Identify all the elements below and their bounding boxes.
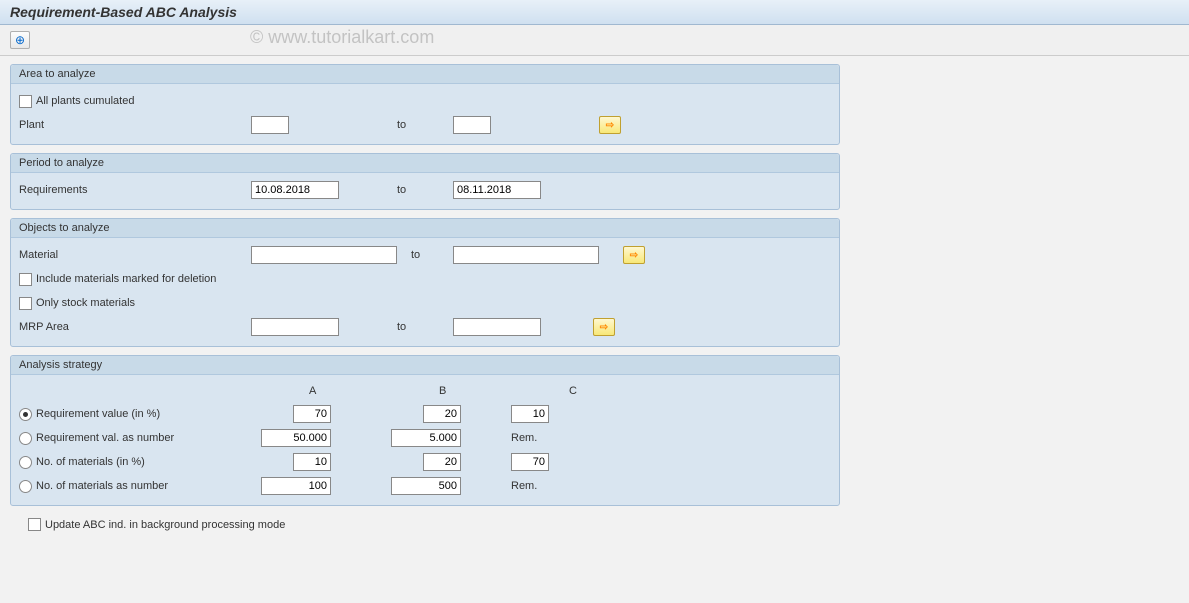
group-period-title: Period to analyze [11, 154, 839, 173]
arrow-right-icon: ⇨ [630, 250, 638, 261]
include-deletion-checkbox[interactable] [19, 273, 32, 286]
strategy-radio-2[interactable] [19, 456, 32, 469]
strategy-radio-0[interactable] [19, 408, 32, 421]
plant-to-label: to [397, 119, 406, 131]
material-to-input[interactable] [453, 246, 599, 264]
strategy-c-input[interactable] [511, 405, 549, 423]
col-header-b: B [439, 385, 569, 397]
footer-row: Update ABC ind. in background processing… [10, 518, 1179, 531]
group-strategy-title: Analysis strategy [11, 356, 839, 375]
strategy-a-input[interactable] [261, 477, 331, 495]
material-from-input[interactable] [251, 246, 397, 264]
strategy-radio-1[interactable] [19, 432, 32, 445]
group-strategy: Analysis strategy A B C Requirement valu… [10, 355, 840, 506]
group-objects: Objects to analyze Material to ⇨ Include… [10, 218, 840, 347]
group-area-title: Area to analyze [11, 65, 839, 84]
execute-button[interactable]: ⊕ [10, 31, 30, 49]
mrp-area-to-input[interactable] [453, 318, 541, 336]
mrp-area-from-input[interactable] [251, 318, 339, 336]
strategy-row: No. of materials as number Rem. [19, 475, 831, 497]
strategy-b-input[interactable] [391, 477, 461, 495]
strategy-radio-3[interactable] [19, 480, 32, 493]
plant-to-input[interactable] [453, 116, 491, 134]
col-header-a: A [309, 385, 439, 397]
material-label: Material [19, 249, 58, 261]
arrow-right-icon: ⇨ [606, 120, 614, 131]
mrp-area-to-label: to [397, 321, 406, 333]
requirements-to-input[interactable] [453, 181, 541, 199]
all-plants-label: All plants cumulated [36, 95, 134, 107]
requirements-from-input[interactable] [251, 181, 339, 199]
material-multiselect-button[interactable]: ⇨ [623, 246, 645, 264]
mrp-area-multiselect-button[interactable]: ⇨ [593, 318, 615, 336]
strategy-a-input[interactable] [293, 453, 331, 471]
strategy-b-input[interactable] [391, 429, 461, 447]
strategy-row: No. of materials (in %) [19, 451, 831, 473]
toolbar: ⊕ © www.tutorialkart.com [0, 25, 1189, 56]
execute-icon: ⊕ [15, 33, 25, 47]
arrow-right-icon: ⇨ [600, 322, 608, 333]
plant-multiselect-button[interactable]: ⇨ [599, 116, 621, 134]
content-area: Area to analyze All plants cumulated Pla… [0, 56, 1189, 539]
strategy-c-rem: Rem. [511, 432, 537, 444]
col-header-c: C [569, 385, 699, 397]
strategy-label: No. of materials (in %) [36, 456, 145, 468]
group-area: Area to analyze All plants cumulated Pla… [10, 64, 840, 145]
all-plants-checkbox[interactable] [19, 95, 32, 108]
title-bar: Requirement-Based ABC Analysis [0, 0, 1189, 25]
period-to-label: to [397, 184, 406, 196]
strategy-label: No. of materials as number [36, 480, 168, 492]
strategy-label: Requirement value (in %) [36, 408, 160, 420]
strategy-a-input[interactable] [293, 405, 331, 423]
group-objects-title: Objects to analyze [11, 219, 839, 238]
update-abc-checkbox[interactable] [28, 518, 41, 531]
strategy-c-input[interactable] [511, 453, 549, 471]
strategy-a-input[interactable] [261, 429, 331, 447]
material-to-label: to [411, 249, 420, 261]
only-stock-label: Only stock materials [36, 297, 135, 309]
only-stock-checkbox[interactable] [19, 297, 32, 310]
mrp-area-label: MRP Area [19, 321, 69, 333]
include-deletion-label: Include materials marked for deletion [36, 273, 216, 285]
plant-from-input[interactable] [251, 116, 289, 134]
page-title: Requirement-Based ABC Analysis [10, 4, 1179, 20]
strategy-b-input[interactable] [423, 453, 461, 471]
strategy-row: Requirement val. as number Rem. [19, 427, 831, 449]
requirements-label: Requirements [19, 184, 87, 196]
strategy-row: Requirement value (in %) [19, 403, 831, 425]
strategy-c-rem: Rem. [511, 480, 537, 492]
strategy-b-input[interactable] [423, 405, 461, 423]
strategy-label: Requirement val. as number [36, 432, 174, 444]
plant-label: Plant [19, 119, 44, 131]
group-period: Period to analyze Requirements to [10, 153, 840, 210]
watermark: © www.tutorialkart.com [250, 27, 434, 48]
update-abc-label: Update ABC ind. in background processing… [45, 519, 285, 531]
